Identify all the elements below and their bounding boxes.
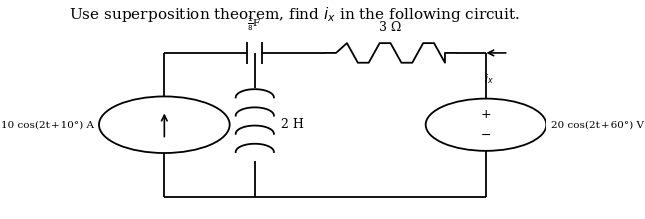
Text: 10 cos(2t + 10°) A: 10 cos(2t + 10°) A [1, 120, 94, 129]
Text: $i_x$: $i_x$ [484, 72, 493, 86]
Text: $\frac{1}{8}$F: $\frac{1}{8}$F [248, 15, 262, 33]
Text: Use superposition theorem, find $i_x$ in the following circuit.: Use superposition theorem, find $i_x$ in… [70, 5, 521, 24]
Text: +: + [481, 108, 491, 121]
Text: 3 Ω: 3 Ω [379, 21, 402, 34]
Text: −: − [481, 129, 491, 142]
Text: 20 cos(2t + 60°) V: 20 cos(2t + 60°) V [551, 120, 644, 129]
Text: 2 H: 2 H [281, 118, 304, 131]
